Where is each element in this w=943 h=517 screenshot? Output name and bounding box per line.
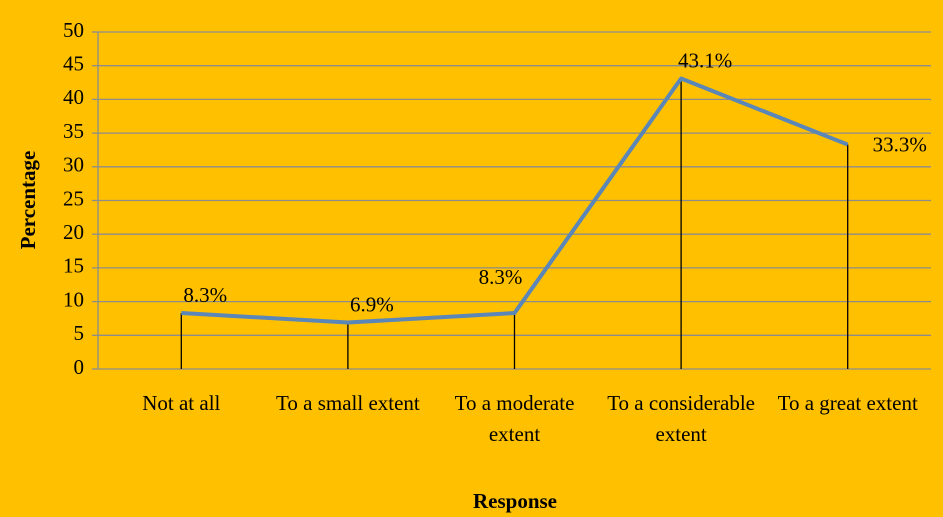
y-tick-label: 20 [63,220,84,244]
y-tick-label: 0 [74,355,85,379]
data-label: 33.3% [873,132,927,156]
x-tick-label: Not at all [142,391,221,415]
y-tick-label: 15 [63,254,84,278]
y-tick-label: 35 [63,119,84,143]
data-label: 6.9% [350,292,394,316]
y-tick-label: 30 [63,153,84,177]
y-tick-label: 25 [63,186,84,210]
y-tick-label: 50 [63,18,84,42]
y-tick-label: 45 [63,52,84,76]
x-tick-label: To a considerable extent [607,391,755,446]
x-tick-label: To a great extent [777,391,918,415]
y-tick-label: 10 [63,287,84,311]
data-label: 43.1% [678,48,732,72]
data-line [181,76,849,325]
y-tick-label: 40 [63,85,84,109]
y-axis-label: Percentage [16,151,40,250]
data-label: 8.3% [183,283,227,307]
data-label: 8.3% [479,265,523,289]
x-tick-label: To a small extent [276,391,420,415]
y-tick-label: 5 [74,321,85,345]
x-axis-label: Response [473,489,557,513]
x-tick-label: To a moderate extent [454,391,575,446]
